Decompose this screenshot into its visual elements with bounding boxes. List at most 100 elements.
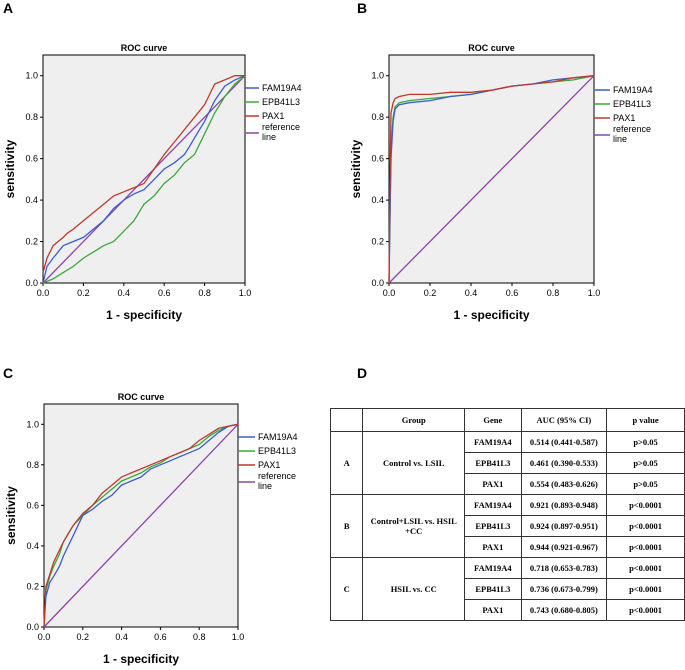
group-name: Control vs. LSIL [362,431,466,495]
panel-letter-b: B [357,0,368,16]
legend-label: FAM19A4 [258,432,298,442]
y-tick-label: 0.2 [25,237,38,247]
roc-chart-c: ROC curve 0.0 0.2 0.4 0.6 0.8 1.0 0.0 0.2 0.4 0.6 0… [4,392,298,666]
chart-title: ROC curve [118,392,165,402]
plot-area [43,403,239,628]
group-id: A [329,431,364,495]
y-tick-label: 1.0 [26,419,39,429]
y-axis-label: sensitivity [349,139,363,198]
legend-label: EPB41L3 [613,99,651,109]
y-tick-label: 0.6 [26,500,39,510]
table-row: PAX1 0.743 (0.680-0.805) p<0.0001 [331,599,685,621]
p-cell: p>0.05 [606,452,685,474]
legend-label: PAX1 [258,460,280,470]
legend-label: EPB41L3 [262,97,300,107]
series-line-pax1 [43,423,239,628]
auc-cell: 0.718 (0.653-0.783) [520,557,608,579]
y-tick-label: 1.0 [371,71,384,81]
x-tick-label: 0.2 [77,632,90,642]
legend-label: EPB41L3 [258,446,296,456]
chart-title: ROC curve [121,43,168,53]
x-axis-label: 1 - specificity [103,652,179,666]
series-line-reference-line [42,75,246,284]
auc-table: Group Gene AUC (95% CI) p value A Contro… [329,408,685,621]
legend-label: FAM19A4 [262,83,302,93]
y-axis-label: sensitivity [4,486,18,545]
y-tick-label: 0.0 [371,278,384,288]
plot-area [388,54,595,284]
auc-cell: 0.944 (0.921-0.967) [520,536,608,558]
gene-cell: EPB41L3 [464,515,522,537]
auc-cell: 0.924 (0.897-0.951) [520,515,608,537]
chart-title: ROC curve [468,43,515,53]
x-tick-label: 0.6 [506,288,519,298]
x-tick-label: 0.2 [424,288,437,298]
panel-letter-c: C [3,365,14,381]
series-line-fam19a4 [388,75,595,284]
plot-area [42,54,246,284]
table-row: C HSIL vs. CC FAM19A4 0.718 (0.653-0.783… [329,557,685,621]
x-tick-label: 0.4 [118,288,131,298]
panel-letter-a: A [3,0,14,16]
x-tick-label: 0.4 [115,632,128,642]
legend-label: line [262,132,276,142]
series-line-pax1 [388,75,595,284]
legend-label: reference [258,471,296,481]
legend-label: reference [613,124,651,134]
legend-label: PAX1 [262,111,284,121]
series-line-reference-line [388,75,595,284]
x-tick-label: 0.6 [154,632,167,642]
series-line-epb41l3 [42,75,246,284]
x-tick-label: 0.2 [77,288,90,298]
p-cell: p<0.0001 [606,599,685,621]
col-header-auc: AUC (95% CI) [520,408,608,432]
x-tick-label: 1.0 [239,288,252,298]
auc-cell: 0.736 (0.673-0.799) [520,578,608,600]
legend-label: line [613,134,627,144]
y-tick-label: 0.2 [371,237,384,247]
series-line-epb41l3 [43,423,239,628]
x-axis-label: 1 - specificity [453,308,529,322]
col-header-gene: Gene [464,408,522,432]
table-row: PAX1 0.944 (0.921-0.967) p<0.0001 [331,536,685,558]
legend-label: reference [262,122,300,132]
legend-label: line [258,481,272,491]
series-line-fam19a4 [43,423,239,628]
x-tick-label: 0.6 [158,288,171,298]
series-line-fam19a4 [42,75,246,284]
table-header-row: Group Gene AUC (95% CI) p value [329,408,685,432]
y-tick-label: 0.8 [25,112,38,122]
gene-cell: PAX1 [464,599,522,621]
gene-cell: EPB41L3 [464,578,522,600]
gene-cell: FAM19A4 [464,557,522,579]
auc-cell: 0.921 (0.893-0.948) [520,494,608,516]
roc-chart-b: ROC curve 0.0 0.2 0.4 0.6 0.8 1.0 0.0 0.2 0.4 0.6 0… [349,43,653,322]
table-row: B Control+LSIL vs. HSIL +CC FAM19A4 0.92… [329,494,685,558]
p-cell: p>0.05 [606,473,685,495]
group-id: C [329,557,364,621]
p-cell: p<0.0001 [606,578,685,600]
x-tick-label: 0.8 [198,288,211,298]
y-tick-label: 0.0 [26,622,39,632]
auc-cell: 0.554 (0.483-0.626) [520,473,608,495]
auc-cell: 0.461 (0.390-0.533) [520,452,608,474]
p-cell: p<0.0001 [606,515,685,537]
x-tick-label: 0.0 [37,288,50,298]
auc-cell: 0.514 (0.441-0.587) [520,431,608,453]
p-cell: p<0.0001 [606,494,685,516]
y-tick-label: 0.0 [25,278,38,288]
table-row: EPB41L3 0.924 (0.897-0.951) p<0.0001 [331,515,685,537]
x-tick-label: 0.8 [193,632,206,642]
gene-cell: EPB41L3 [464,452,522,474]
x-axis-label: 1 - specificity [106,308,182,322]
gene-cell: FAM19A4 [464,494,522,516]
y-tick-label: 0.8 [26,460,39,470]
table-row: EPB41L3 0.736 (0.673-0.799) p<0.0001 [331,578,685,600]
y-tick-label: 0.4 [26,541,39,551]
y-tick-label: 0.2 [26,581,39,591]
y-tick-label: 1.0 [25,71,38,81]
gene-cell: PAX1 [464,536,522,558]
gene-cell: FAM19A4 [464,431,522,453]
x-tick-label: 1.0 [588,288,601,298]
x-tick-label: 1.0 [232,632,245,642]
